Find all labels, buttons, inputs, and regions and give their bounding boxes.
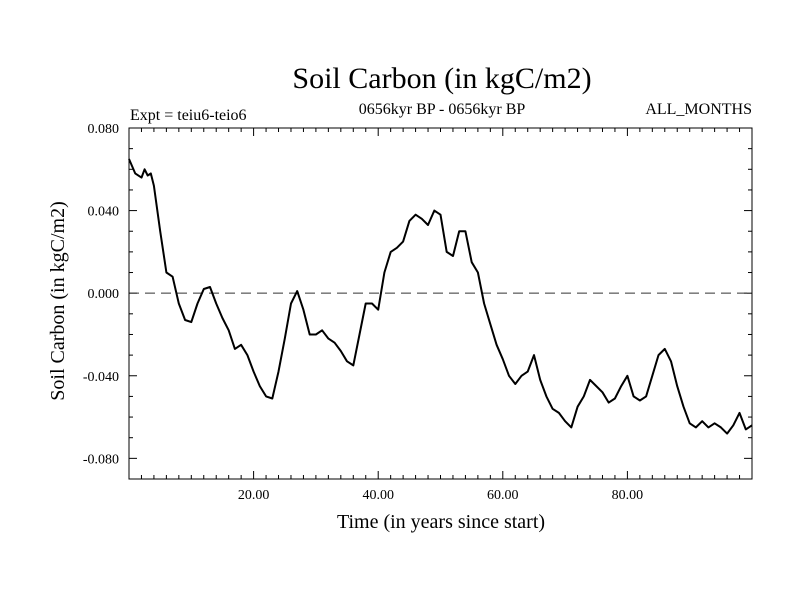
plot-frame — [128, 127, 753, 480]
y-tick-label: -0.080 — [83, 452, 119, 467]
axis-ticks — [129, 128, 752, 479]
x-axis-label: Time (in years since start) — [337, 511, 545, 533]
x-tick-label: 40.00 — [362, 488, 394, 503]
series-line — [128, 158, 753, 435]
x-tick-labels: 20.00 40.00 60.00 80.00 — [238, 488, 643, 503]
chart-title: Soil Carbon (in kgC/m2) — [292, 62, 591, 95]
y-tick-label: 0.080 — [88, 122, 120, 137]
expt-label: Expt = teiu6-teio6 — [130, 107, 247, 124]
months-label: ALL_MONTHS — [645, 101, 752, 118]
x-tick-label: 20.00 — [238, 488, 270, 503]
y-tick-labels: 0.080 0.040 0.000 -0.040 -0.080 — [83, 122, 119, 467]
y-axis-label: Soil Carbon (in kgC/m2) — [47, 201, 69, 400]
x-tick-label: 80.00 — [612, 488, 644, 503]
x-tick-label: 60.00 — [487, 488, 519, 503]
y-tick-label: -0.040 — [83, 370, 119, 385]
y-tick-label: 0.000 — [88, 287, 120, 302]
chart-subtitle: 0656kyr BP - 0656kyr BP — [359, 101, 526, 118]
y-tick-label: 0.040 — [88, 205, 120, 220]
